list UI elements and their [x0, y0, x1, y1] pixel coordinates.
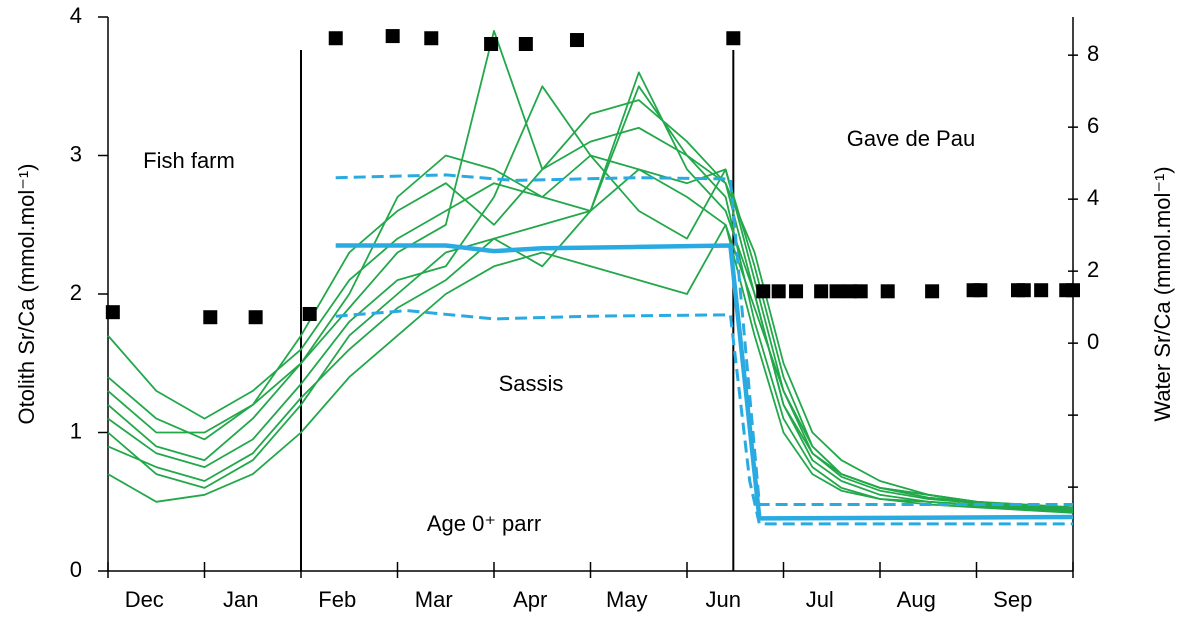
otolith-line	[107, 223, 1074, 510]
x-tick-label: Mar	[415, 587, 453, 612]
water-marker	[569, 33, 584, 48]
y-tick-label: 4	[70, 3, 82, 28]
model-line	[335, 243, 1074, 521]
x-tick-label: Jun	[706, 587, 741, 612]
y-tick-label: 1	[70, 418, 82, 443]
annotation: Sassis	[499, 371, 564, 396]
water-marker	[484, 36, 499, 51]
x-tick-label: Sep	[993, 587, 1032, 612]
y2-tick-label: 8	[1087, 41, 1099, 66]
otolith-line	[107, 168, 1074, 514]
water-marker	[843, 284, 858, 299]
y2-tick-label: 6	[1087, 113, 1099, 138]
water-marker	[1034, 283, 1049, 298]
x-tick-label: Feb	[318, 587, 356, 612]
y-tick-label: 3	[70, 141, 82, 166]
annotation: Fish farm	[143, 148, 235, 173]
otolith-line	[107, 30, 1074, 511]
water-marker	[328, 31, 343, 46]
annotation: Age 0⁺ parr	[427, 511, 541, 536]
y2-tick-label: 2	[1087, 257, 1099, 282]
water-marker	[973, 283, 988, 298]
x-tick-label: Jan	[223, 587, 258, 612]
otolith-line	[107, 71, 1074, 510]
water-marker	[248, 310, 263, 325]
water-marker	[518, 36, 533, 51]
water-marker	[302, 306, 317, 321]
water-marker	[925, 284, 940, 299]
annotation: Gave de Pau	[847, 126, 975, 151]
water-marker	[203, 310, 218, 325]
x-tick-label: Aug	[897, 587, 936, 612]
water-marker	[814, 284, 829, 299]
water-marker	[424, 31, 439, 46]
y2-tick-label: 4	[1087, 185, 1099, 210]
y-tick-label: 2	[70, 280, 82, 305]
water-marker	[1066, 283, 1080, 298]
water-marker	[385, 29, 400, 44]
model-line	[335, 309, 1073, 526]
x-tick-label: Apr	[513, 587, 547, 612]
water-marker	[880, 284, 895, 299]
water-marker	[1016, 283, 1031, 298]
x-tick-label: Jul	[806, 587, 834, 612]
water-marker	[771, 284, 786, 299]
water-marker	[726, 31, 741, 46]
x-tick-label: May	[606, 587, 648, 612]
otolith-line	[107, 99, 1074, 509]
y2-axis-label: Water Sr/Ca (mmol.mol⁻¹)	[1150, 166, 1175, 421]
x-tick-label: Dec	[125, 587, 164, 612]
water-marker	[829, 284, 844, 299]
y-axis-label: Otolith Sr/Ca (mmol.mol⁻¹)	[14, 164, 39, 425]
y2-tick-label: 0	[1087, 329, 1099, 354]
otolith-line	[107, 85, 1074, 511]
water-marker	[756, 284, 771, 299]
water-marker	[789, 284, 804, 299]
water-marker	[853, 284, 868, 299]
water-marker	[105, 305, 120, 320]
y-tick-label: 0	[70, 557, 82, 582]
